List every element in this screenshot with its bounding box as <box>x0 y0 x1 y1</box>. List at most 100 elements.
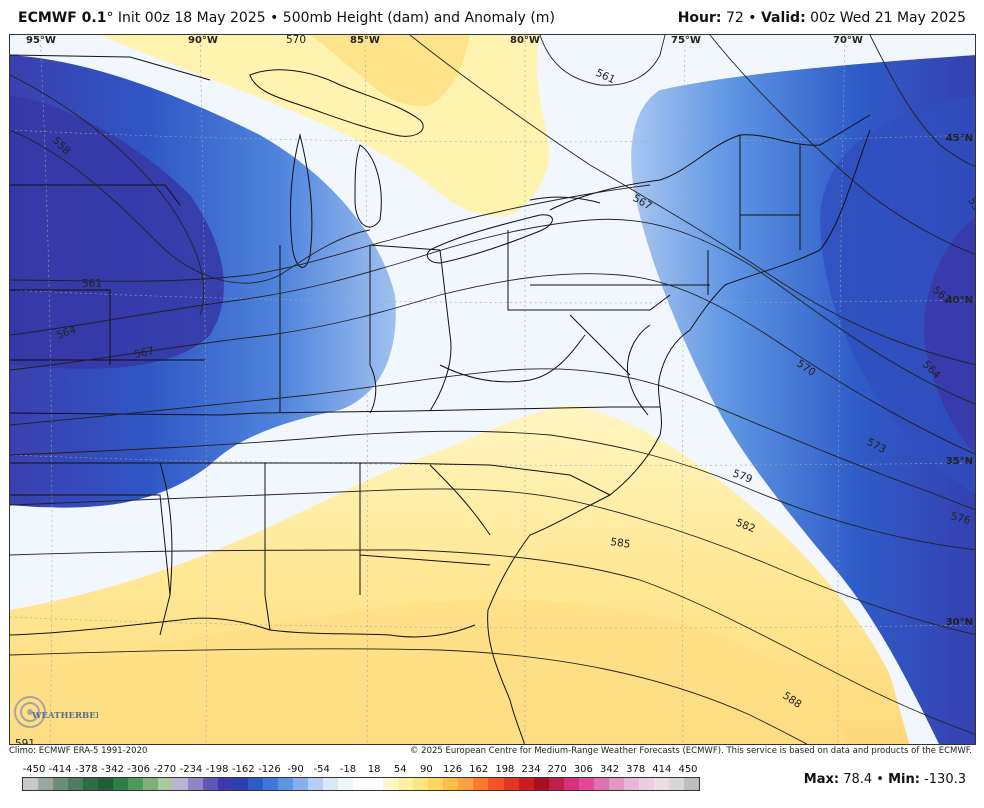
colorbar-tick-label: 126 <box>443 764 463 775</box>
latitude-label: 45°N <box>945 133 973 144</box>
colorbar-swatch <box>188 778 204 790</box>
colorbar-swatch <box>548 778 564 790</box>
colorbar-tick-label: -90 <box>287 764 304 775</box>
colorbar-swatch <box>458 778 474 790</box>
colorbar-swatch <box>518 778 534 790</box>
colorbar-tick-label: 162 <box>469 764 489 775</box>
colorbar-labels: -450 -414 -378 -342 -306 -270 -234 -198 -162 -126… <box>22 764 700 776</box>
colorbar-tick-label: 378 <box>626 764 646 775</box>
degree-mark: ° <box>106 10 114 26</box>
colorbar-tick-label: 18 <box>367 764 381 775</box>
chart-title: ECMWF 0.1° Init 00z 18 May 2025 • 500mb … <box>18 10 555 26</box>
colorbar-swatch <box>383 778 399 790</box>
colorbar-tick-label: -450 <box>22 764 46 775</box>
colorbar-swatch <box>68 778 84 790</box>
colorbar-swatch <box>653 778 669 790</box>
contour-label: 558 <box>965 196 976 219</box>
anomaly-colorbar <box>22 777 700 791</box>
climo-note: Climo: ECMWF ERA-5 1991-2020 <box>9 746 148 756</box>
colorbar-tick-label: -198 <box>205 764 229 775</box>
colorbar-tick-label: -234 <box>179 764 203 775</box>
colorbar-swatch <box>578 778 594 790</box>
colorbar-tick-label: 90 <box>420 764 433 775</box>
init-and-field: Init 00z 18 May 2025 • 500mb Height (dam… <box>113 10 555 26</box>
contour-label: 576 <box>949 510 972 527</box>
colorbar-swatch <box>248 778 264 790</box>
colorbar-swatch <box>398 778 414 790</box>
valid-label: Valid: <box>760 10 806 26</box>
colorbar-swatch <box>353 778 369 790</box>
contour-label: 591 <box>15 738 35 745</box>
colorbar-tick-label: -162 <box>231 764 255 775</box>
coastlines-and-borders <box>10 54 871 744</box>
colorbar-swatch <box>473 778 489 790</box>
weather-map[interactable]: 558 561 564 567 561 567 570 573 576 579 … <box>9 34 976 745</box>
colorbar-tick-label: 414 <box>652 764 672 775</box>
logo-text: WEATHERBELL <box>31 711 98 721</box>
anomaly-ridge-north-inner <box>310 35 470 106</box>
colorbar-swatch <box>173 778 189 790</box>
max-value: 78.4 • <box>839 772 889 787</box>
colorbar-swatch <box>338 778 354 790</box>
anomaly-ridge-south-inner <box>10 599 849 744</box>
colorbar-swatch <box>608 778 624 790</box>
min-label: Min: <box>888 772 920 787</box>
colorbar-swatch <box>638 778 654 790</box>
colorbar-swatch <box>563 778 579 790</box>
colorbar-swatch <box>413 778 429 790</box>
colorbar-swatch <box>23 778 39 790</box>
colorbar-swatch <box>53 778 69 790</box>
colorbar-tick-label: -414 <box>48 764 72 775</box>
colorbar-tick-label: 342 <box>599 764 620 775</box>
max-label: Max: <box>803 772 840 787</box>
colorbar-tick-label: -306 <box>127 764 150 775</box>
colorbar-swatch <box>623 778 639 790</box>
weatherbell-logo: WEATHERBELL <box>12 692 108 732</box>
colorbar-swatch <box>83 778 99 790</box>
colorbar-swatch <box>668 778 684 790</box>
colorbar-swatch <box>203 778 219 790</box>
colorbar-swatch <box>143 778 159 790</box>
anomaly-trough-west-core <box>10 95 224 369</box>
latitude-label: 30°N <box>945 617 973 628</box>
latitude-label: 40°N <box>945 295 973 306</box>
contour-label: 567 <box>133 345 155 361</box>
max-min-readout: Max: 78.4 • Min: -130.3 <box>804 772 966 787</box>
colorbar-swatch <box>533 778 549 790</box>
graticule <box>10 35 975 744</box>
colorbar-swatch <box>218 778 234 790</box>
colorbar-swatch <box>98 778 114 790</box>
copyright-note: © 2025 European Centre for Medium-Range … <box>409 746 972 756</box>
colorbar-swatch <box>683 778 699 790</box>
header: ECMWF 0.1° Init 00z 18 May 2025 • 500mb … <box>0 0 984 34</box>
hour-value: 72 • <box>721 10 761 26</box>
colorbar-tick-label: -18 <box>339 764 357 775</box>
map-canvas: 558 561 564 567 561 567 570 573 576 579 … <box>10 35 976 745</box>
colorbar-tick-label: -270 <box>153 764 177 775</box>
contour-label: 585 <box>610 536 632 551</box>
longitude-label: 70°W <box>833 35 863 46</box>
colorbar-swatch <box>38 778 54 790</box>
colorbar-tick-label: -378 <box>74 764 98 775</box>
colorbar-swatch <box>323 778 339 790</box>
contour-label: 570 <box>286 35 306 46</box>
colorbar-swatch <box>113 778 129 790</box>
colorbar-swatch <box>263 778 279 790</box>
valid-value: 00z Wed 21 May 2025 <box>805 10 966 26</box>
longitude-label: 80°W <box>510 35 540 46</box>
colorbar-tick-label: 450 <box>678 764 698 775</box>
colorbar-tick-label: 270 <box>547 764 567 775</box>
colorbar-swatch <box>368 778 384 790</box>
colorbar-tick-label: 54 <box>393 764 407 775</box>
colorbar-swatch <box>593 778 609 790</box>
longitude-label: 95°W <box>26 35 56 46</box>
valid-time: Hour: 72 • Valid: 00z Wed 21 May 2025 <box>678 10 966 26</box>
latitude-label: 35°N <box>945 456 973 467</box>
colorbar-swatch <box>308 778 324 790</box>
colorbar-tick-label: 234 <box>521 764 541 775</box>
colorbar-swatch <box>488 778 504 790</box>
colorbar-swatch <box>503 778 519 790</box>
colorbar-swatch <box>293 778 309 790</box>
min-value: -130.3 <box>919 772 966 787</box>
model-name: ECMWF 0.1 <box>18 10 107 26</box>
